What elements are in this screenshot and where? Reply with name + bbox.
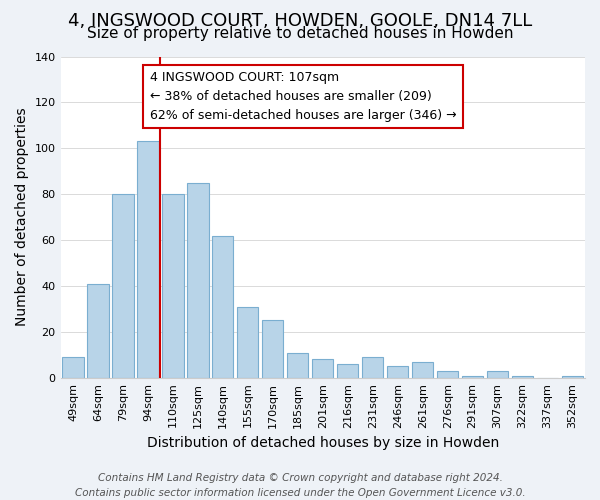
Bar bbox=[412, 362, 433, 378]
Bar bbox=[512, 376, 533, 378]
Bar bbox=[287, 352, 308, 378]
Bar bbox=[462, 376, 483, 378]
Y-axis label: Number of detached properties: Number of detached properties bbox=[15, 108, 29, 326]
Bar bbox=[312, 360, 334, 378]
Bar bbox=[212, 236, 233, 378]
Bar bbox=[163, 194, 184, 378]
Bar bbox=[337, 364, 358, 378]
Bar bbox=[262, 320, 283, 378]
Text: Size of property relative to detached houses in Howden: Size of property relative to detached ho… bbox=[87, 26, 513, 41]
Text: 4 INGSWOOD COURT: 107sqm
← 38% of detached houses are smaller (209)
62% of semi-: 4 INGSWOOD COURT: 107sqm ← 38% of detach… bbox=[149, 71, 457, 122]
Bar bbox=[88, 284, 109, 378]
Bar bbox=[562, 376, 583, 378]
Bar bbox=[387, 366, 409, 378]
Bar bbox=[112, 194, 134, 378]
Text: Contains HM Land Registry data © Crown copyright and database right 2024.
Contai: Contains HM Land Registry data © Crown c… bbox=[74, 472, 526, 498]
Text: 4, INGSWOOD COURT, HOWDEN, GOOLE, DN14 7LL: 4, INGSWOOD COURT, HOWDEN, GOOLE, DN14 7… bbox=[68, 12, 532, 30]
Bar bbox=[362, 357, 383, 378]
Bar bbox=[437, 371, 458, 378]
Bar bbox=[487, 371, 508, 378]
X-axis label: Distribution of detached houses by size in Howden: Distribution of detached houses by size … bbox=[146, 436, 499, 450]
Bar bbox=[137, 142, 158, 378]
Bar bbox=[237, 306, 259, 378]
Bar bbox=[62, 357, 83, 378]
Bar bbox=[187, 182, 209, 378]
